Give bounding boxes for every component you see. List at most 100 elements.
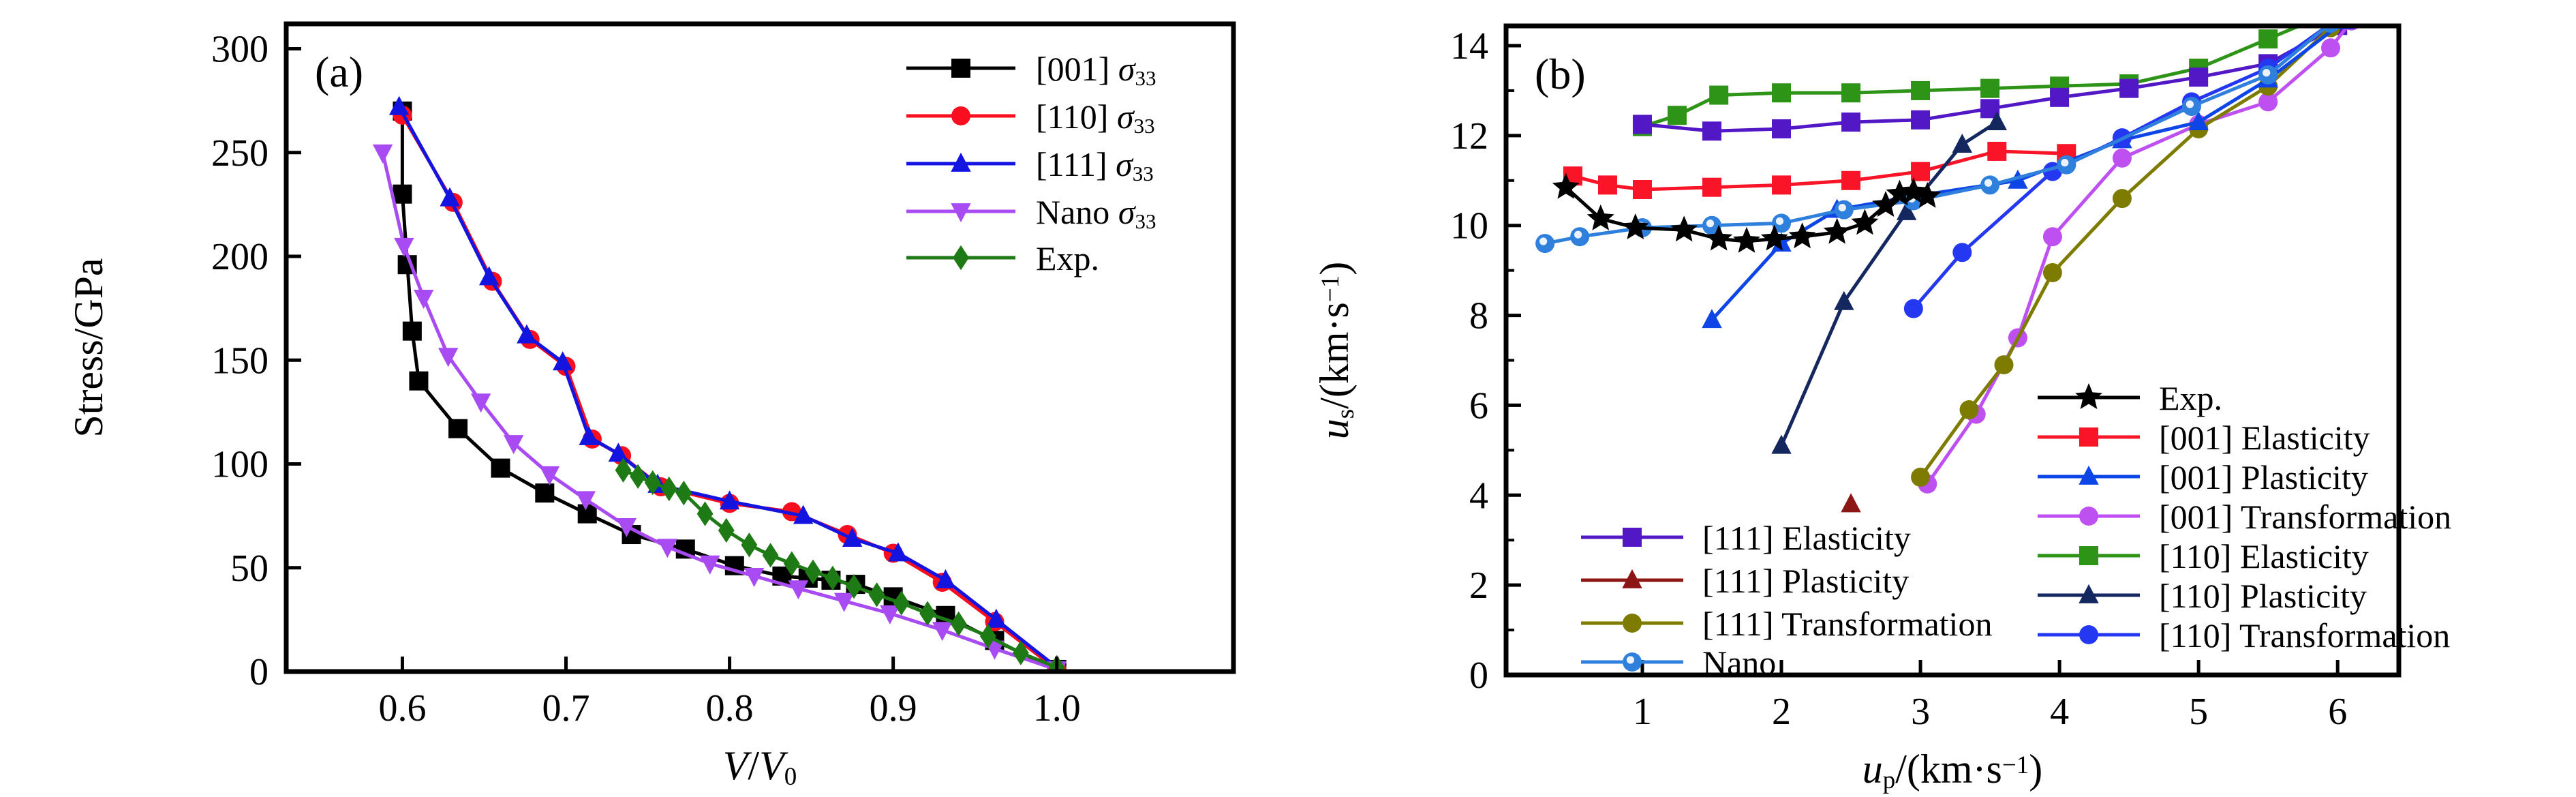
legend-item-111-33: [111] σ33 [906, 145, 1154, 185]
legend-label: [111] σ33 [1036, 145, 1154, 185]
legend-label: [111] Elasticity [1702, 519, 1911, 557]
marker-111-elasticity [1841, 112, 1861, 132]
marker-legend-110-elasticity [2079, 546, 2098, 565]
marker-111-33 [553, 351, 573, 371]
marker-exp [762, 543, 779, 568]
x-axis-label: up/(km·s−1) [1862, 747, 2043, 794]
marker-exp [675, 480, 692, 506]
marker-110-elasticity [1667, 106, 1687, 125]
panel-label: (b) [1535, 50, 1586, 98]
marker-111-elasticity [2189, 67, 2209, 87]
series-line-nano [1544, 26, 2331, 245]
marker-111-33 [440, 187, 460, 207]
marker-110-plasticity [1987, 110, 2007, 130]
legend-label: [001] Transformation [2159, 498, 2451, 536]
marker-exp [1552, 172, 1580, 199]
marker-001-33 [535, 483, 555, 503]
legend-label: [111] Transformation [1702, 605, 1992, 643]
marker-111-elasticity [1702, 121, 1721, 141]
series-line-111-33 [397, 106, 1058, 669]
marker-001-plasticity [1702, 309, 1722, 329]
marker-111-elasticity [1911, 110, 1931, 130]
marker-exp [718, 517, 735, 543]
marker-001-transformation [2321, 38, 2341, 58]
legend-item-001-33: [001] σ33 [906, 50, 1156, 90]
legend-item-001-plasticity: [001] Plasticity [2038, 458, 2368, 496]
marker-exp [979, 624, 996, 649]
marker-110-elasticity [1709, 85, 1729, 105]
marker-exp [1705, 224, 1733, 251]
marker-nano-33 [539, 466, 560, 485]
y-axis-label: Stress/GPa [66, 258, 111, 437]
marker-nano-33 [413, 290, 434, 310]
marker-exp [1013, 640, 1029, 665]
series-line-nano-33 [381, 152, 1058, 672]
marker-exp [696, 501, 714, 526]
marker-001-elasticity [1597, 175, 1617, 195]
marker-exp [1670, 215, 1698, 242]
y-tick-label: 2 [1469, 565, 1488, 607]
x-axis-label: V/V0 [723, 743, 797, 791]
marker-exp [893, 590, 910, 616]
marker-nano-33 [880, 605, 900, 625]
marker-exp [644, 470, 661, 496]
marker-111-33 [842, 528, 863, 547]
y-tick-label: 14 [1450, 25, 1488, 67]
marker-110-elasticity [1911, 80, 1931, 100]
panel-label: (a) [315, 48, 363, 96]
marker-001-elasticity [1841, 170, 1861, 190]
marker-legend-111-33 [951, 152, 971, 172]
legend-label: [110] Transformation [2159, 616, 2450, 655]
marker-111-33 [793, 505, 814, 524]
marker-exp [950, 611, 967, 637]
y-tick-label: 4 [1469, 475, 1488, 517]
marker-nano-33 [394, 237, 414, 257]
x-tick-label: 3 [1911, 691, 1930, 733]
marker-111-elasticity [2119, 78, 2139, 98]
marker-111-33 [935, 569, 956, 588]
marker-110-elasticity [1772, 83, 1792, 103]
y-axis-label: us/(km·s−1) [1312, 262, 1360, 439]
legend-item-110-elasticity: [110] Elasticity [2038, 537, 2369, 575]
marker-111-transformation [2112, 189, 2132, 209]
series-line-110-plasticity [1779, 120, 1998, 447]
marker-nano [2181, 97, 2201, 117]
y-tick-label: 300 [211, 29, 269, 71]
legend-label: [110] Elasticity [2159, 537, 2369, 575]
marker-001-33 [577, 504, 597, 524]
marker-exp [783, 551, 800, 576]
chart-panel-b: 1 2 3 4 5 6 0 2 4 6 8 10 12 14 up/(km·s−1) us/(km·s−1)(… [1288, 0, 2576, 797]
marker-nano [2057, 155, 2076, 175]
marker-legend-exp [953, 245, 969, 271]
marker-001-elasticity [1632, 179, 1652, 199]
y-tick-label: 10 [1450, 205, 1488, 247]
marker-legend-111-plasticity [1622, 569, 1642, 588]
marker-111-33 [478, 266, 500, 286]
x-tick-label: 0.9 [870, 687, 917, 730]
marker-legend-001-plasticity [2079, 465, 2099, 485]
marker-111-transformation [2042, 262, 2062, 282]
marker-exp [846, 573, 862, 599]
marker-001-plasticity [1771, 232, 1792, 252]
y-tick-label: 0 [249, 651, 269, 693]
marker-legend-111-transformation [1623, 614, 1642, 633]
marker-001-plasticity [2188, 110, 2209, 130]
marker-nano [1834, 200, 1854, 220]
x-tick-label: 6 [2328, 691, 2347, 733]
marker-nano [1980, 175, 2000, 195]
marker-001-elasticity [1772, 175, 1792, 195]
marker-exp [868, 582, 885, 607]
marker-nano-33 [932, 622, 953, 642]
marker-110-plasticity [1834, 290, 1854, 310]
legend-item-111-transformation: [111] Transformation [1581, 605, 1992, 643]
legend-label: [001] σ33 [1036, 50, 1156, 90]
y-tick-label: 150 [211, 340, 269, 382]
marker-exp [1621, 213, 1649, 240]
marker-nano-33 [833, 592, 855, 612]
legend-label: [001] Elasticity [2159, 419, 2370, 457]
series-line-001-33 [400, 110, 1058, 672]
legend-label: Exp. [1036, 239, 1099, 277]
y-tick-label: 200 [211, 236, 269, 278]
y-tick-label: 100 [211, 444, 269, 486]
